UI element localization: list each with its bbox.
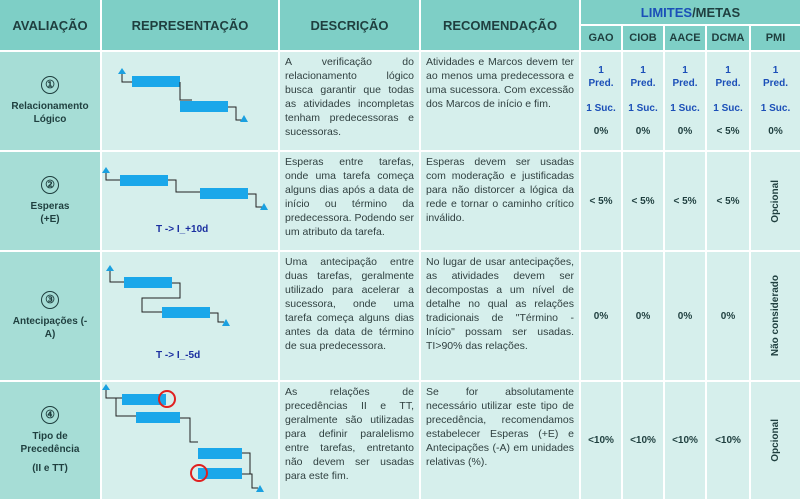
- row2-aace: < 5%: [665, 152, 705, 250]
- header-pmi: PMI: [751, 26, 800, 50]
- row4-recomendacao: Se for absolutamente necessário utilizar…: [421, 382, 579, 499]
- row2-ciob: < 5%: [623, 152, 663, 250]
- row1-number: ①: [41, 76, 59, 94]
- row2-gao: < 5%: [581, 152, 621, 250]
- row3-pmi: Não considerado: [751, 252, 800, 380]
- row4-pmi: Opcional: [751, 382, 800, 499]
- header-aace: AACE: [665, 26, 705, 50]
- lag-caption: T -> I_+10d: [156, 224, 208, 235]
- header-ciob: CIOB: [623, 26, 663, 50]
- row4-aace: <10%: [665, 382, 705, 499]
- logical-relationship-diagram: [118, 68, 248, 122]
- header-representacao: REPRESENTAÇÃO: [102, 0, 278, 50]
- row4-gao: <10%: [581, 382, 621, 499]
- row1-pmi: 1 Pred. 1 Suc. 0%: [751, 52, 800, 150]
- limites-label: LIMITES: [640, 4, 693, 20]
- row1-dcma: 1 Pred. 1 Suc. < 5%: [707, 52, 749, 150]
- row1-gao-pct: 0%: [593, 126, 609, 137]
- row1-dcma-pred: 1 Pred.: [715, 65, 741, 89]
- row1-pmi-suc: 1 Suc.: [760, 103, 791, 114]
- row1-ciob-pct: 0%: [635, 126, 651, 137]
- row4-subtitle: (II e TT): [32, 463, 68, 474]
- row3-recomendacao: No lugar de usar antecipações, as ativid…: [421, 252, 579, 380]
- row2-avaliacao: ② Esperas (+E): [0, 152, 100, 250]
- row1-recomendacao: Atividades e Marcos devem ter ao menos u…: [421, 52, 579, 150]
- row3-representacao: T -> I_-5d: [102, 252, 278, 380]
- row1-gao: 1 Pred. 1 Suc. 0%: [581, 52, 621, 150]
- row1-ciob: 1 Pred. 1 Suc. 0%: [623, 52, 663, 150]
- row3-number: ③: [41, 291, 59, 309]
- header-gao: GAO: [581, 26, 621, 50]
- row4-title: Tipo de Precedência: [20, 431, 80, 455]
- lag-diagram: T -> I_+10d: [102, 167, 268, 235]
- row2-dcma: < 5%: [707, 152, 749, 250]
- header-avaliacao: AVALIAÇÃO: [0, 0, 100, 50]
- lead-diagram: T -> I_-5d: [106, 265, 230, 361]
- header-descricao: DESCRIÇÃO: [280, 0, 419, 50]
- row2-representacao: T -> I_+10d: [102, 152, 278, 250]
- row1-title: Relacionamento Lógico: [11, 101, 89, 125]
- row2-title: Esperas (+E): [30, 201, 70, 225]
- row1-ciob-suc: 1 Suc.: [628, 103, 658, 114]
- row2-number: ②: [41, 176, 59, 194]
- row1-aace-pred: 1 Pred.: [672, 65, 698, 89]
- row2-pmi-label: Opcional: [770, 179, 781, 223]
- row3-gao: 0%: [581, 252, 621, 380]
- row1-gao-pred: 1 Pred.: [588, 65, 614, 89]
- row1-aace-suc: 1 Suc.: [670, 103, 700, 114]
- row4-number: ④: [41, 406, 59, 424]
- row2-pmi: Opcional: [751, 152, 800, 250]
- row1-gao-suc: 1 Suc.: [586, 103, 616, 114]
- header-dcma: DCMA: [707, 26, 749, 50]
- row3-ciob: 0%: [623, 252, 663, 380]
- row1-representacao: [102, 52, 278, 150]
- precedence-type-diagram: [102, 384, 264, 492]
- row1-ciob-pred: 1 Pred.: [630, 65, 656, 89]
- row4-pmi-label: Opcional: [770, 419, 781, 462]
- row3-descricao: Uma antecipação entre duas tarefas, gera…: [280, 252, 419, 380]
- row1-dcma-pct: < 5%: [716, 126, 740, 137]
- row2-recomendacao: Esperas devem ser usadas com moderação e…: [421, 152, 579, 250]
- row4-ciob: <10%: [623, 382, 663, 499]
- header-limites-metas: LIMITES/METAS: [581, 0, 800, 24]
- row1-aace-pct: 0%: [677, 126, 693, 137]
- row1-pmi-pct: 0%: [768, 126, 783, 137]
- row3-avaliacao: ③ Antecipações (-A): [0, 252, 100, 380]
- row3-pmi-label: Não considerado: [770, 275, 781, 357]
- header-recomendacao: RECOMENDAÇÃO: [421, 0, 579, 50]
- lead-caption: T -> I_-5d: [156, 350, 200, 361]
- row1-dcma-suc: 1 Suc.: [713, 103, 743, 114]
- row3-dcma: 0%: [707, 252, 749, 380]
- row2-descricao: Esperas entre tarefas, onde uma tarefa c…: [280, 152, 419, 250]
- row4-dcma: <10%: [707, 382, 749, 499]
- row1-avaliacao: ① Relacionamento Lógico: [0, 52, 100, 150]
- row4-descricao: As relações de precedências II e TT, ger…: [280, 382, 419, 499]
- row4-avaliacao: ④ Tipo de Precedência (II e TT): [0, 382, 100, 499]
- row1-pmi-pred: 1 Pred.: [762, 65, 788, 89]
- row1-descricao: A verificação do relacionamento lógico b…: [280, 52, 419, 150]
- row1-aace: 1 Pred. 1 Suc. 0%: [665, 52, 705, 150]
- metas-label: /METAS: [692, 4, 741, 20]
- row3-title: Antecipações (-A): [12, 316, 88, 340]
- row4-representacao: [102, 382, 278, 499]
- row3-aace: 0%: [665, 252, 705, 380]
